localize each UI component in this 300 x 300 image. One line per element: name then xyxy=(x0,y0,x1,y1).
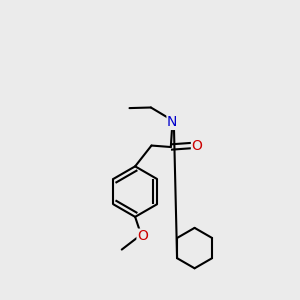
Text: O: O xyxy=(191,139,203,152)
Text: O: O xyxy=(137,229,148,243)
Text: N: N xyxy=(167,116,178,129)
